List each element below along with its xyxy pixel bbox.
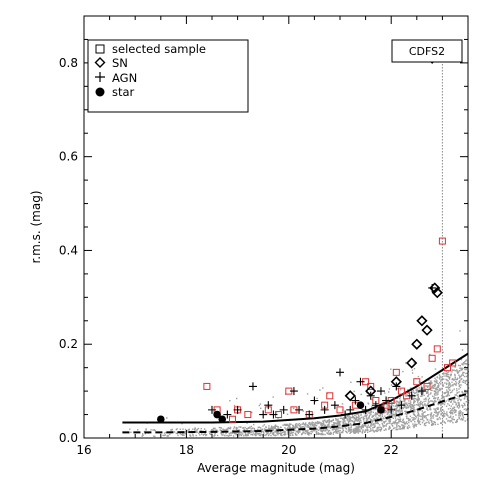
- agn-point: [208, 405, 216, 414]
- selected-sample-point: [428, 354, 436, 362]
- selected-sample-point: [444, 364, 452, 372]
- sn-point: [344, 390, 356, 402]
- selected-sample-point: [413, 378, 421, 386]
- agn-point: [417, 387, 426, 396]
- selected-sample-point: [336, 406, 344, 414]
- curves: [122, 352, 469, 434]
- y-tick-label: 0.0: [59, 431, 78, 445]
- data-points: [157, 52, 457, 424]
- sn-point: [416, 315, 428, 327]
- selected-sample-point: [367, 382, 375, 390]
- sn-point: [421, 324, 433, 336]
- agn-point: [366, 391, 375, 400]
- star-point: [218, 415, 227, 424]
- agn-point: [397, 401, 406, 410]
- annotation-frame: [391, 39, 463, 63]
- legend-circle-icon: [95, 87, 105, 97]
- agn-point: [295, 405, 304, 414]
- agn-point: [320, 405, 329, 414]
- legend-plus-icon: [95, 72, 105, 82]
- agn-point: [336, 368, 344, 377]
- legend-frame: [87, 39, 249, 113]
- x-axis: 16 18 20 22: [76, 16, 469, 457]
- agn-point: [223, 410, 232, 419]
- selected-sample-point: [423, 382, 431, 390]
- legend-label-agn: AGN: [112, 71, 137, 85]
- agn-point: [407, 391, 416, 400]
- x-tick-label: 16: [76, 443, 91, 457]
- y-axis: 0.0 0.2 0.4 0.6 0.8: [59, 15, 468, 445]
- selected-sample-point: [438, 237, 446, 245]
- agn-point: [289, 387, 298, 396]
- selected-sample-point: [326, 392, 334, 400]
- annotation-label: CDFS2: [409, 45, 445, 58]
- agn-point: [382, 396, 391, 405]
- legend: selected sample SN AGN star: [87, 39, 249, 113]
- y-tick-label: 0.6: [59, 150, 78, 164]
- agn-point: [356, 377, 365, 386]
- x-axis-label: Average magnitude (mag): [197, 461, 355, 475]
- legend-label-selected: selected sample: [112, 42, 206, 56]
- agn-point: [259, 410, 268, 419]
- y-tick-label: 0.2: [59, 337, 78, 351]
- legend-diamond-icon: [94, 57, 106, 68]
- agn-point: [387, 405, 396, 414]
- selected-sample-point: [433, 345, 441, 353]
- agn-point: [392, 382, 401, 391]
- sn-point: [411, 338, 423, 350]
- solid-curve: [122, 352, 469, 424]
- x-tick-label: 18: [179, 443, 194, 457]
- agn-point: [264, 401, 273, 410]
- agn-point: [310, 396, 319, 405]
- agn-point: [269, 410, 278, 419]
- legend-label-sn: SN: [112, 56, 128, 70]
- legend-label-star: star: [112, 85, 135, 99]
- selected-sample-point: [203, 382, 211, 390]
- selected-sample-point: [244, 411, 252, 419]
- x-tick-label: 20: [281, 443, 296, 457]
- agn-point: [351, 396, 360, 405]
- agn-point: [279, 405, 288, 414]
- star-point: [377, 406, 385, 414]
- dashed-curve: [122, 392, 469, 434]
- agn-point: [233, 405, 242, 414]
- legend-square-icon: [95, 44, 105, 54]
- agn-point: [428, 283, 437, 292]
- agn-point: [346, 405, 355, 414]
- selected-sample-point: [392, 368, 400, 376]
- agn-point: [361, 405, 370, 414]
- agn-point: [376, 387, 385, 396]
- agn-point: [330, 401, 339, 410]
- agn-point: [341, 410, 350, 419]
- y-tick-label: 0.8: [59, 56, 78, 70]
- sn-point: [406, 357, 418, 369]
- y-axis-label: r.m.s. (mag): [29, 190, 43, 263]
- star-point: [157, 415, 165, 424]
- star-point: [213, 410, 221, 419]
- star-point: [356, 401, 365, 409]
- agn-point: [371, 401, 380, 410]
- y-tick-label: 0.4: [59, 243, 78, 257]
- selected-sample-point: [449, 359, 457, 367]
- selected-sample-point: [228, 415, 236, 423]
- agn-point: [248, 382, 257, 391]
- selected-sample-point: [397, 387, 405, 395]
- annotation-box: CDFS2: [391, 39, 463, 63]
- x-tick-label: 22: [384, 443, 399, 457]
- sn-point: [431, 287, 443, 299]
- agn-point: [305, 410, 314, 419]
